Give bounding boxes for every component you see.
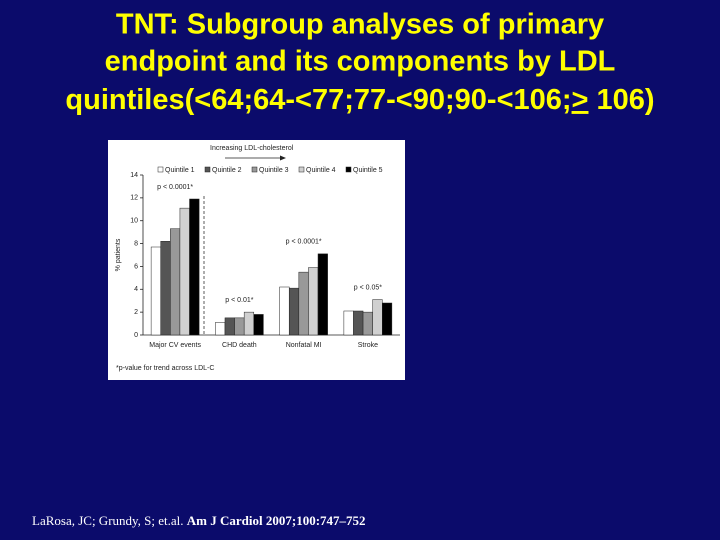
bar [189,198,200,336]
y-axis-label: % patients [115,238,122,271]
x-tick-label: Nonfatal MI [286,342,322,349]
bar [279,286,290,336]
slide-title-line: quintiles(<64;64-<77;77-<90;90-<106; [65,84,571,116]
legend-swatch [204,166,211,173]
slide-title-line: TNT: Subgroup analyses of primary [116,9,604,41]
bar [253,314,264,336]
x-tick-label: Major CV events [149,342,201,349]
legend-label: Quintile 4 [306,167,336,174]
chart-header: Increasing LDL-cholesterol [210,145,294,152]
citation-journal: Am J Cardiol 2007;100:747–752 [187,513,366,528]
legend-swatch [251,166,258,173]
slide-title-line: quintiles(<64;64-<77;77-<90;90-<106;> 10… [65,84,654,116]
annotation: p < 0.0001* [157,184,193,191]
bar [224,317,235,336]
legend-swatch [345,166,352,173]
bar [382,302,393,336]
slide-title-end: 106) [588,84,654,116]
legend-label: Quintile 1 [165,167,195,174]
y-tick-label: 6 [134,263,138,270]
y-tick-label: 12 [130,195,138,202]
bar [308,267,319,336]
bar [150,246,161,336]
annotation: p < 0.01* [225,297,253,304]
citation: LaRosa, JC; Grundy, S; et.al. Am J Cardi… [32,513,366,528]
y-tick-label: 8 [134,240,138,247]
bar [288,287,300,336]
legend-label: Quintile 5 [353,167,383,174]
footnote: *p-value for trend across LDL-C [116,365,214,372]
bar [179,207,190,336]
slide-title-symbol: > [572,84,589,116]
y-tick-label: 14 [130,172,138,179]
y-tick-label: 4 [134,286,138,293]
legend-label: Quintile 2 [212,167,242,174]
slide-title-line: endpoint and its components by LDL [105,46,616,78]
citation-authors: LaRosa, JC; Grundy, S; et.al. [32,513,184,528]
legend-label: Quintile 3 [259,167,289,174]
arrow-head [280,155,286,161]
bar [298,271,309,336]
legend-swatch [157,166,164,173]
bar [234,317,245,336]
bar [372,299,383,336]
x-tick-label: Stroke [358,342,378,349]
bar [160,241,171,336]
bar [170,228,181,336]
bar [353,310,364,336]
legend-swatch [298,166,305,173]
bar [317,253,328,336]
bar [215,322,226,336]
bar [243,311,255,336]
x-tick-label: CHD death [222,342,257,349]
annotation: p < 0.0001* [286,239,322,246]
y-tick-label: 2 [134,309,138,316]
bar [362,311,373,336]
annotation: p < 0.05* [354,284,382,291]
y-tick-label: 10 [130,218,138,225]
y-tick-label: 0 [134,332,138,339]
bar [343,310,354,336]
